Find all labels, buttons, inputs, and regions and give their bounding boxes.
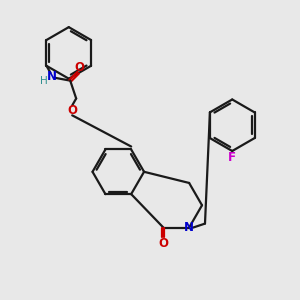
Text: O: O [158, 237, 168, 250]
Text: N: N [184, 221, 194, 234]
Text: O: O [74, 61, 84, 74]
Text: H: H [40, 76, 47, 85]
Text: N: N [46, 70, 56, 83]
Text: F: F [228, 152, 236, 164]
Text: O: O [67, 104, 77, 117]
